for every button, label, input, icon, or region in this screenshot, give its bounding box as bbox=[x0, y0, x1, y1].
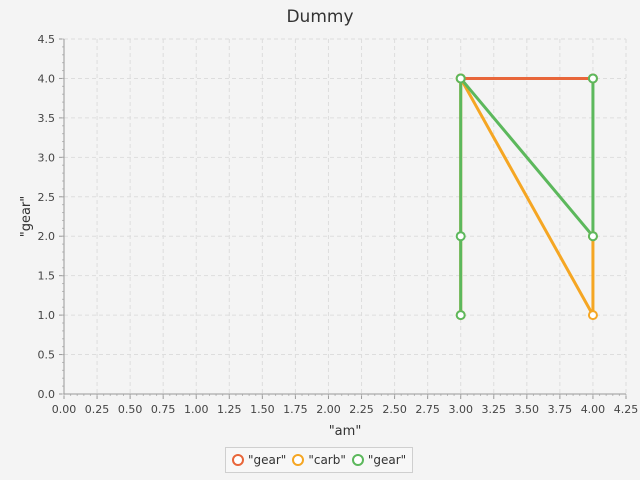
legend-item: "gear" bbox=[232, 453, 286, 467]
x-tick-label: 1.50 bbox=[250, 403, 275, 416]
legend-item: "gear" bbox=[351, 453, 407, 467]
y-tick-label: 4.5 bbox=[38, 33, 56, 46]
x-tick-label: 0.50 bbox=[118, 403, 143, 416]
y-axis-label: "gear" bbox=[19, 196, 34, 238]
legend-swatch-icon bbox=[232, 454, 244, 466]
data-point bbox=[455, 310, 466, 321]
data-point bbox=[587, 310, 598, 321]
data-point bbox=[587, 231, 598, 242]
x-tick-label: 0.75 bbox=[151, 403, 176, 416]
y-tick-label: 2.5 bbox=[38, 191, 56, 204]
y-tick-label: 3.0 bbox=[38, 151, 56, 164]
legend-item: "carb" bbox=[292, 453, 346, 467]
x-tick-label: 2.00 bbox=[316, 403, 341, 416]
y-tick-label: 0.0 bbox=[38, 388, 56, 401]
y-tick-label: 4.0 bbox=[38, 72, 56, 85]
legend-label: "gear" bbox=[248, 453, 287, 467]
legend-label: "carb" bbox=[308, 453, 346, 467]
legend: "gear" "carb" "gear" bbox=[225, 447, 414, 473]
x-axis-label: "am" bbox=[329, 424, 362, 439]
x-tick-label: 2.25 bbox=[349, 403, 374, 416]
x-tick-label: 0.00 bbox=[52, 403, 77, 416]
data-point bbox=[455, 73, 466, 84]
legend-swatch-icon bbox=[292, 454, 305, 466]
x-tick-label: 4.00 bbox=[581, 403, 606, 416]
x-tick-label: 3.00 bbox=[448, 403, 473, 416]
plot-area bbox=[64, 39, 626, 394]
x-tick-label: 4.25 bbox=[614, 403, 639, 416]
x-tick-label: 3.75 bbox=[548, 403, 573, 416]
legend-swatch-icon bbox=[351, 454, 364, 466]
data-point bbox=[587, 73, 598, 84]
y-tick-label: 1.5 bbox=[38, 270, 56, 283]
x-tick-label: 2.50 bbox=[382, 403, 407, 416]
x-tick-label: 0.25 bbox=[85, 403, 110, 416]
x-tick-label: 2.75 bbox=[415, 403, 440, 416]
y-tick-label: 2.0 bbox=[38, 230, 56, 243]
legend-label: "gear" bbox=[367, 453, 407, 467]
x-tick-label: 1.00 bbox=[184, 403, 209, 416]
y-tick-label: 3.5 bbox=[38, 112, 56, 125]
x-tick-label: 1.25 bbox=[217, 403, 242, 416]
x-tick-label: 3.25 bbox=[482, 403, 507, 416]
y-tick-label: 1.0 bbox=[38, 309, 56, 322]
x-tick-label: 3.50 bbox=[515, 403, 540, 416]
y-tick-label: 0.5 bbox=[38, 349, 56, 362]
data-point bbox=[455, 231, 466, 242]
chart-title: Dummy bbox=[286, 7, 354, 27]
x-tick-label: 1.75 bbox=[283, 403, 308, 416]
